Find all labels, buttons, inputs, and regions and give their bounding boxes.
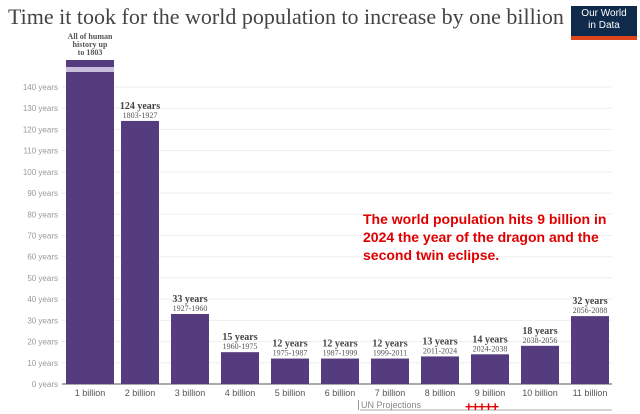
x-tick-label: 2 billion bbox=[125, 388, 156, 398]
x-tick-label: 3 billion bbox=[175, 388, 206, 398]
y-tick-label: 20 years bbox=[27, 338, 58, 347]
bar bbox=[421, 356, 459, 384]
period-label: 1975-1987 bbox=[273, 349, 308, 358]
x-tick-label: 11 billion bbox=[573, 388, 608, 398]
period-label: 1960-1975 bbox=[223, 342, 258, 351]
x-tick-label: 1 billion bbox=[75, 388, 106, 398]
x-tick-label: 5 billion bbox=[275, 388, 306, 398]
y-tick-label: 130 years bbox=[23, 104, 58, 113]
data-label: to 1803 bbox=[78, 48, 103, 57]
y-tick-label: 70 years bbox=[27, 232, 58, 241]
x-tick-label: 6 billion bbox=[325, 388, 356, 398]
data-label: 18 years bbox=[522, 326, 557, 337]
bar bbox=[321, 358, 359, 384]
x-tick-label: 8 billion bbox=[425, 388, 456, 398]
y-tick-label: 90 years bbox=[27, 189, 58, 198]
y-tick-label: 10 years bbox=[27, 359, 58, 368]
x-tick-label: 7 billion bbox=[375, 388, 406, 398]
bar bbox=[271, 358, 309, 384]
period-label: 1803-1927 bbox=[123, 111, 158, 120]
annotation-text: The world population hits 9 billion in 2… bbox=[363, 211, 607, 263]
data-label: All of human bbox=[68, 32, 113, 41]
data-label: 33 years bbox=[172, 294, 207, 305]
y-tick-label: 50 years bbox=[27, 274, 58, 283]
x-tick-label: 4 billion bbox=[225, 388, 256, 398]
bar bbox=[121, 120, 159, 384]
chart-title: Time it took for the world population to… bbox=[8, 4, 564, 29]
data-label: 15 years bbox=[222, 332, 257, 343]
bar bbox=[471, 354, 509, 384]
data-label: 12 years bbox=[272, 339, 307, 350]
owid-logo: Our World in Data bbox=[571, 6, 637, 40]
x-tick-label: 9 billion bbox=[475, 388, 506, 398]
un-projections-label: UN Projections bbox=[358, 400, 421, 410]
bar bbox=[521, 345, 559, 384]
period-label: 1927-1960 bbox=[173, 304, 208, 313]
data-label: 14 years bbox=[472, 334, 507, 345]
bar bbox=[371, 358, 409, 384]
y-tick-label: 0 years bbox=[32, 380, 58, 389]
y-tick-label: 110 years bbox=[23, 147, 58, 156]
period-label: 1999-2011 bbox=[373, 349, 407, 358]
x-tick-label: 10 billion bbox=[522, 388, 558, 398]
period-label: 2056-2088 bbox=[573, 306, 608, 315]
y-tick-label: 80 years bbox=[27, 210, 58, 219]
highlight-marker: +++++ bbox=[465, 399, 499, 414]
y-tick-label: 60 years bbox=[27, 253, 58, 262]
data-label: 124 years bbox=[120, 101, 160, 112]
axis-break bbox=[66, 67, 114, 72]
data-label: 12 years bbox=[322, 339, 357, 350]
data-label: 12 years bbox=[372, 339, 407, 350]
bar bbox=[571, 316, 609, 384]
period-label: 2038-2056 bbox=[523, 336, 558, 345]
data-label: 13 years bbox=[422, 336, 457, 347]
y-tick-label: 120 years bbox=[23, 125, 58, 134]
data-label: 32 years bbox=[572, 296, 607, 307]
period-label: 1987-1999 bbox=[323, 349, 358, 358]
period-label: 2011-2024 bbox=[423, 346, 457, 355]
y-tick-label: 100 years bbox=[23, 168, 58, 177]
bar bbox=[221, 352, 259, 384]
y-tick-label: 40 years bbox=[27, 295, 58, 304]
bar bbox=[66, 60, 114, 384]
y-tick-label: 30 years bbox=[27, 316, 58, 325]
y-tick-label: 140 years bbox=[23, 83, 58, 92]
bar bbox=[171, 313, 209, 384]
data-label: history up bbox=[73, 40, 108, 49]
period-label: 2024-2038 bbox=[473, 344, 508, 353]
